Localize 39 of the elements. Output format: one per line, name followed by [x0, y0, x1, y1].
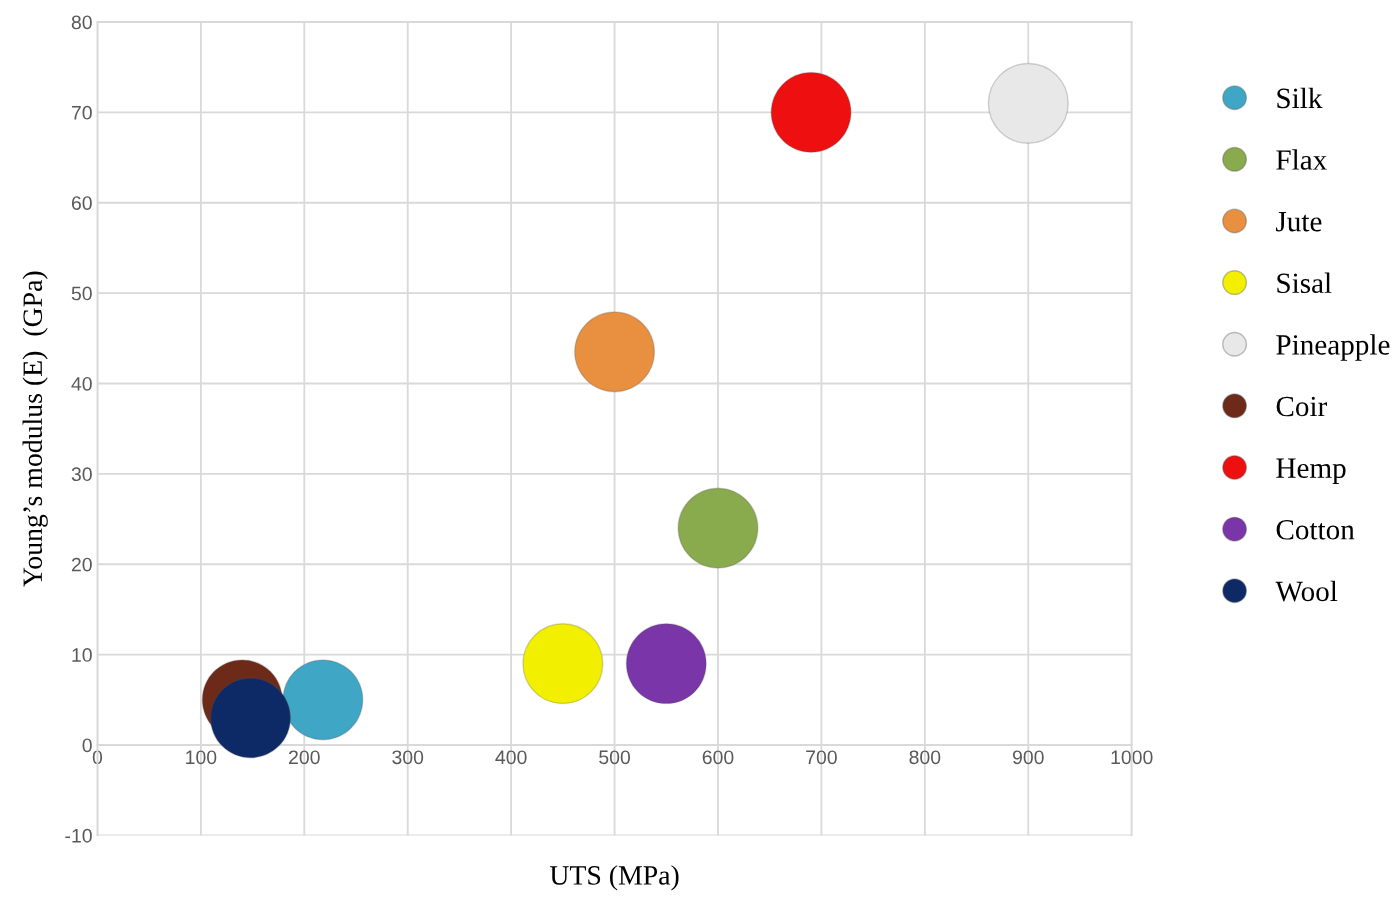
x-axis-title: UTS (MPa)	[549, 865, 679, 891]
x-tick-label: 900	[1012, 750, 1044, 765]
point	[282, 659, 364, 741]
legend-label: Jute	[1276, 212, 1322, 232]
point	[522, 623, 604, 705]
y-tick-label: 50	[71, 286, 92, 301]
y-tick-label: 70	[71, 105, 92, 120]
y-tick-label: 60	[71, 196, 92, 210]
y-tick-label: 20	[71, 557, 92, 572]
legend-label: Cotton	[1276, 520, 1355, 540]
legend-label: Silk	[1277, 87, 1323, 109]
y-tick-label: 10	[72, 648, 92, 662]
x-tick-label: 400	[495, 750, 527, 765]
y-tick-label: 80	[71, 15, 92, 30]
legend-label: Coir	[1276, 396, 1328, 417]
y-tick-label: 30	[71, 467, 92, 482]
legend-label: Pineapple	[1276, 334, 1390, 361]
x-tick-label: 1000	[1111, 750, 1153, 765]
x-tick-label: 700	[806, 750, 837, 765]
y-axis-title: Young’s modulus (E) (GPa)	[22, 271, 48, 587]
point	[770, 71, 852, 153]
x-tick-label: 500	[599, 750, 631, 765]
y-tick-label: 40	[71, 376, 92, 391]
legend-label: Wool	[1275, 580, 1338, 602]
x-tick-label: 800	[909, 750, 941, 765]
x-tick-label: 200	[289, 750, 320, 765]
y-tick-label: 0	[82, 738, 92, 753]
legend-label: Sisal	[1277, 272, 1332, 294]
legend-label: Hemp	[1276, 458, 1346, 484]
x-tick-label: 300	[392, 750, 424, 765]
legend-label: Flax	[1276, 149, 1327, 170]
point	[677, 487, 759, 569]
x-tick-label: 600	[702, 750, 734, 765]
x-tick-label: 0	[92, 750, 103, 765]
point	[987, 62, 1069, 144]
point	[625, 623, 707, 705]
y-tick-label: -10	[65, 828, 92, 843]
point	[573, 311, 656, 393]
x-tick-label: 100	[186, 750, 217, 765]
